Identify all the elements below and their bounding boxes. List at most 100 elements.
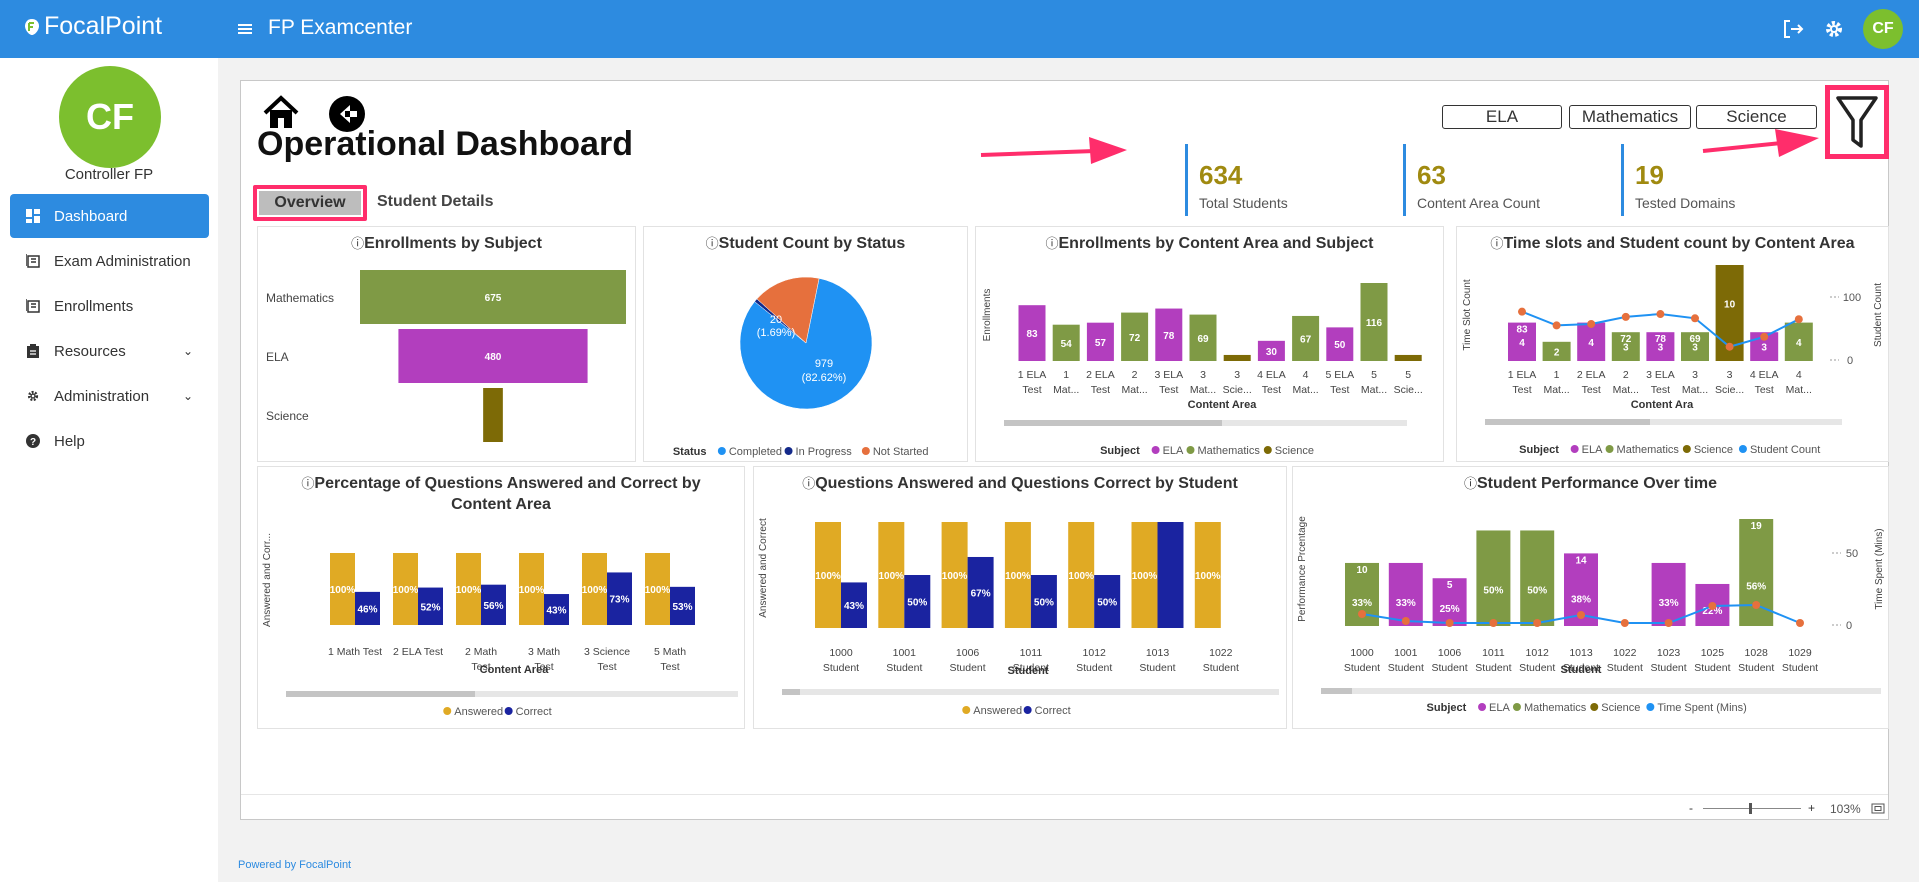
chevron-down-icon[interactable]: ⌄ (182, 344, 193, 358)
tab-overview[interactable]: Overview (259, 191, 361, 215)
chevron-down-icon[interactable]: ⌄ (182, 389, 193, 403)
bar (1520, 530, 1555, 626)
scrollbar-thumb[interactable] (1321, 688, 1352, 694)
user-avatar[interactable]: CF (1863, 9, 1903, 49)
info-icon[interactable]: ⓘ (1463, 476, 1477, 491)
logout-icon[interactable] (1781, 17, 1805, 41)
legend-swatch (1512, 703, 1521, 711)
line-point (1794, 315, 1803, 324)
sidebar-item-enrollments[interactable]: Enrollments (10, 284, 209, 328)
top-app-bar: FocalPoint FP Examcenter CF (0, 0, 1919, 58)
sidebar-item-help[interactable]: ? Help (10, 419, 209, 463)
bar (1394, 354, 1422, 361)
logo-text: FocalPoint (44, 12, 163, 40)
data-label: 4 (1796, 338, 1802, 349)
legend-swatch (443, 707, 452, 715)
subject-button-ela[interactable]: ELA (1442, 105, 1562, 129)
y2-axis-title: Student Count (1873, 283, 1884, 347)
horizontal-scrollbar[interactable] (1004, 420, 1407, 426)
data-label: 83 (1026, 329, 1038, 340)
data-label: 56% (1746, 581, 1766, 592)
x-tick-label: 2 ELA Test (393, 646, 443, 658)
report-canvas: Operational Dashboard Overview Student D… (240, 80, 1889, 820)
y-axis-title: Answered and Correct (758, 518, 769, 618)
gear-icon[interactable] (1823, 18, 1845, 40)
hamburger-menu-icon[interactable] (234, 18, 256, 45)
y-category-label: Science (266, 409, 309, 423)
legend-title: Subject (1519, 444, 1559, 456)
home-icon[interactable] (263, 95, 299, 131)
zoom-in-button[interactable]: + (1808, 801, 1816, 815)
fit-to-page-icon[interactable] (1871, 803, 1885, 814)
data-label: 83 (1516, 325, 1528, 336)
line-point (1401, 617, 1410, 625)
horizontal-scrollbar[interactable] (1321, 688, 1881, 694)
legend-swatch (1478, 703, 1487, 711)
info-icon[interactable]: ⓘ (802, 476, 816, 491)
x-tick-label: Mat... (1613, 384, 1639, 396)
x-tick-label: Mat... (1053, 384, 1079, 396)
data-label: 30 (1266, 347, 1278, 358)
kpi-tested-domains: 19 Tested Domains (1621, 144, 1735, 216)
bar-correct (418, 587, 443, 625)
line-point (1725, 342, 1734, 351)
zoom-out-button[interactable]: - (1689, 801, 1693, 815)
sidebar-item-dashboard[interactable]: Dashboard (10, 194, 209, 238)
bar (1476, 530, 1511, 626)
x-tick-label: Student (1388, 662, 1424, 674)
zoom-slider[interactable] (1703, 808, 1801, 809)
bar-answered (645, 553, 670, 625)
data-label: 100% (519, 585, 545, 596)
x-axis-title: Content Area (1188, 399, 1258, 411)
x-tick-label: 3 ELA (1154, 369, 1183, 381)
scrollbar-thumb[interactable] (1485, 419, 1650, 425)
chart-pct-questions-by-content-area: ⓘPercentage of Questions Answered and Co… (257, 466, 745, 729)
data-label: 50% (1483, 586, 1503, 597)
bar (1432, 578, 1467, 626)
legend-label: In Progress (796, 446, 853, 458)
info-icon[interactable]: ⓘ (301, 476, 315, 491)
focalpoint-logo[interactable]: FocalPoint (24, 12, 162, 41)
info-icon[interactable]: ⓘ (351, 236, 365, 251)
x-tick-label: 1013 (1146, 647, 1170, 659)
data-label: 57 (1095, 338, 1107, 349)
horizontal-scrollbar[interactable] (1485, 419, 1842, 425)
line-point (1752, 601, 1761, 609)
back-arrow-icon[interactable] (329, 96, 365, 132)
data-label: 72 (1620, 334, 1632, 345)
data-label: 480 (485, 352, 502, 363)
sidebar-item-exam-administration[interactable]: Exam Administration (10, 239, 209, 283)
scrollbar-thumb[interactable] (286, 691, 475, 697)
legend-swatch (1570, 445, 1579, 453)
chart-enrollments-by-subject: ⓘEnrollments by Subject Mathematics 675 EL… (257, 226, 636, 462)
filter-icon[interactable] (1835, 94, 1879, 150)
scrollbar-thumb[interactable] (1004, 420, 1222, 426)
sidebar-item-resources[interactable]: Resources ⌄ (10, 329, 209, 373)
info-icon[interactable]: ⓘ (1045, 236, 1059, 251)
x-axis-title: Student (1561, 664, 1602, 676)
subject-button-mathematics[interactable]: Mathematics (1569, 105, 1691, 129)
data-label: (1.69%) (757, 327, 796, 339)
chart-enrollments-by-content-area: ⓘEnrollments by Content Area and Subject… (975, 226, 1444, 462)
kpi-label: Total Students (1199, 195, 1288, 211)
subject-button-science[interactable]: Science (1696, 105, 1817, 129)
info-icon[interactable]: ⓘ (705, 236, 719, 251)
x-tick-label: 1 Math Test (328, 646, 382, 658)
zoom-slider-handle[interactable] (1749, 803, 1752, 814)
horizontal-scrollbar[interactable] (286, 691, 738, 697)
highlight-arrow (1702, 129, 1819, 157)
sidebar-item-administration[interactable]: Administration ⌄ (10, 374, 209, 418)
info-icon[interactable]: ⓘ (1490, 236, 1504, 251)
tab-student-details[interactable]: Student Details (377, 193, 494, 210)
legend-swatch (962, 706, 971, 714)
x-tick-label: 1022 (1209, 647, 1233, 659)
horizontal-scrollbar[interactable] (782, 689, 1279, 695)
x-tick-label: 5 Math (654, 646, 686, 658)
x-tick-label: 1 (1554, 369, 1560, 381)
x-tick-label: 1006 (956, 647, 980, 659)
chart-title: ⓘQuestions Answered and Questions Correc… (754, 473, 1286, 493)
scrollbar-thumb[interactable] (782, 689, 800, 695)
x-tick-label: 3 Science (584, 646, 630, 658)
top-right-actions: CF (1781, 9, 1903, 49)
x-tick-label: 1000 (829, 647, 853, 659)
